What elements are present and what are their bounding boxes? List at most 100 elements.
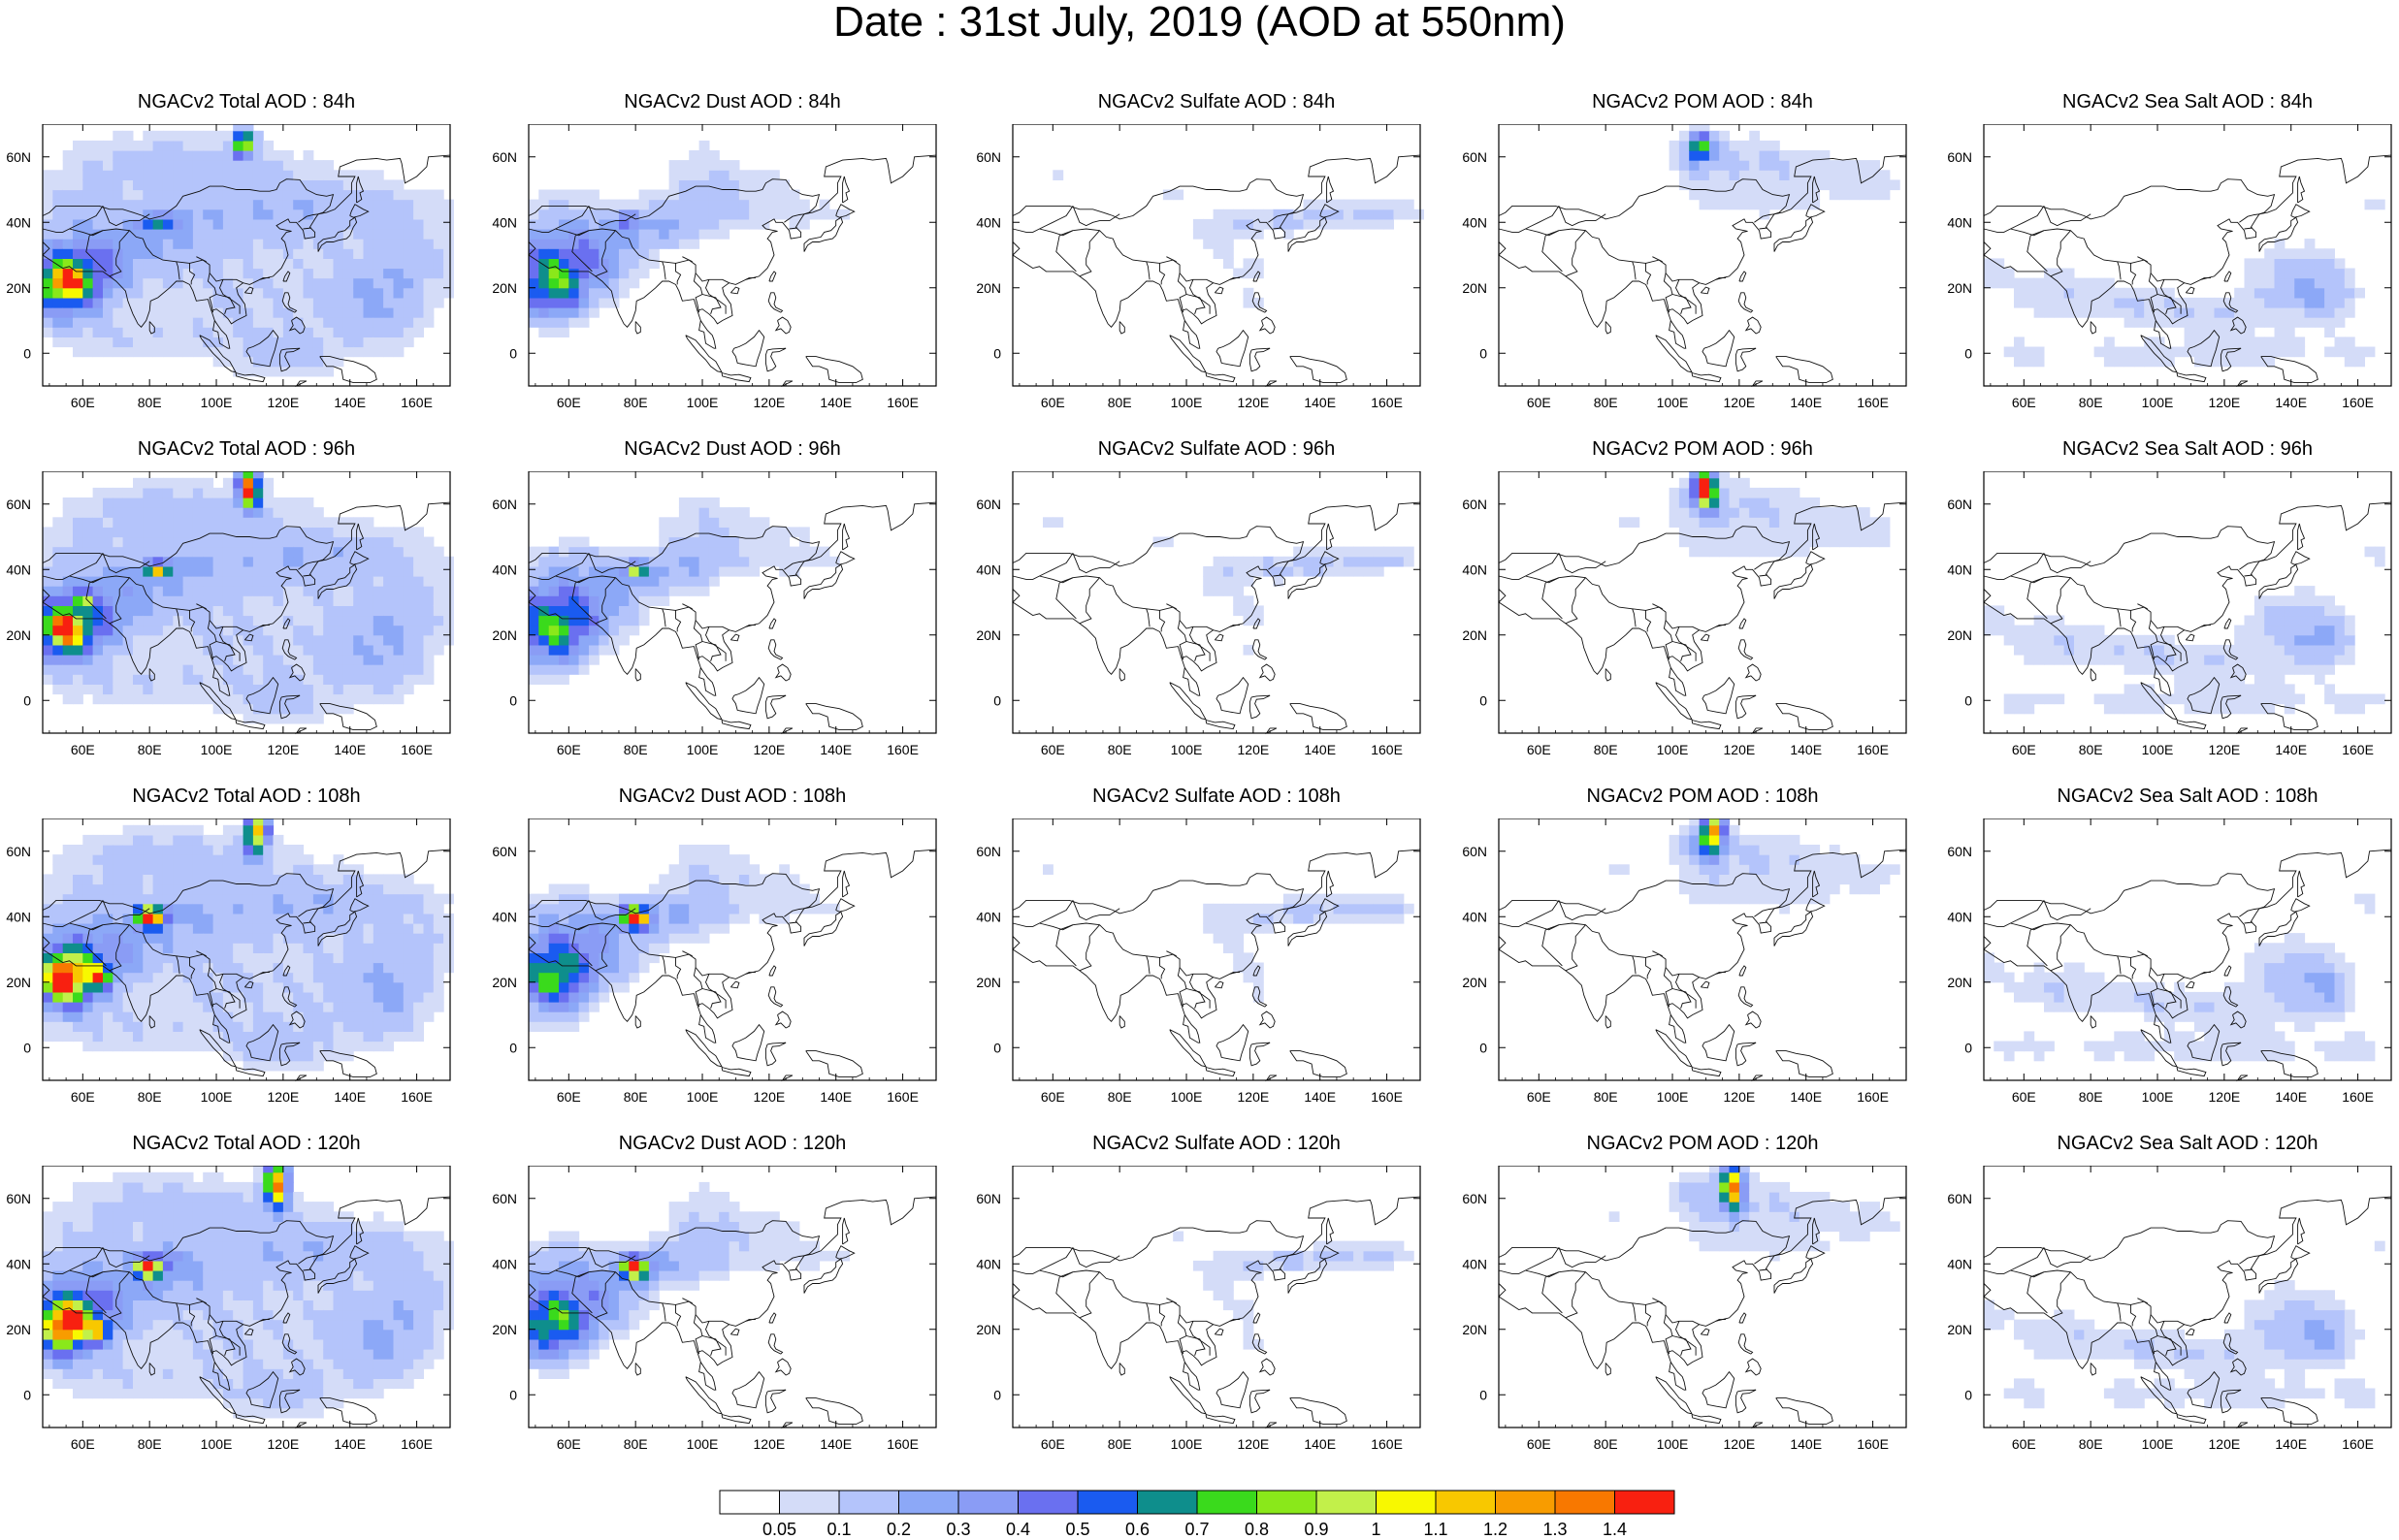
aod-cell — [233, 893, 244, 905]
lat-tick-label: 0 — [993, 345, 1001, 361]
aod-cell — [152, 248, 164, 259]
aod-cell — [222, 356, 234, 368]
aod-cell — [103, 297, 113, 308]
aod-cell — [2033, 346, 2045, 358]
aod-cell — [162, 874, 174, 885]
coastline — [2140, 335, 2178, 373]
aod-cell — [2294, 248, 2306, 259]
aod-cell — [303, 1031, 314, 1043]
aod-cell — [668, 586, 680, 596]
aod-cell — [263, 1031, 275, 1043]
aod-cell — [1233, 565, 1245, 577]
aod-cell — [413, 327, 424, 337]
aod-cell — [2123, 297, 2135, 308]
aod-cell — [689, 199, 700, 210]
aod-cell — [1243, 287, 1254, 299]
aod-cell — [92, 1011, 104, 1022]
aod-cell — [143, 327, 154, 337]
aod-cell — [182, 130, 194, 142]
lon-tick-label: 140E — [334, 1089, 366, 1105]
coastline — [729, 633, 740, 642]
aod-cell — [333, 346, 344, 358]
aod-cell — [233, 655, 244, 665]
aod-cell — [1273, 218, 1284, 230]
aod-cell — [312, 952, 324, 964]
aod-cell — [73, 150, 83, 161]
coastline — [282, 618, 291, 629]
aod-cell — [73, 497, 83, 508]
aod-cell — [1053, 517, 1064, 528]
aod-cell — [2304, 287, 2316, 299]
aod-cell — [62, 664, 74, 675]
aod-cell — [1749, 487, 1761, 498]
aod-cell — [182, 507, 194, 518]
aod-cell — [143, 248, 154, 259]
lat-tick-label: 40N — [1947, 214, 1972, 230]
aod-cell — [52, 913, 64, 924]
aod-cell — [333, 576, 344, 587]
aod-cell — [1689, 150, 1701, 161]
aod-cell — [353, 1021, 365, 1032]
aod-cell — [162, 1041, 174, 1052]
aod-cell — [293, 170, 305, 180]
lon-tick-label: 140E — [2275, 742, 2307, 757]
aod-cell — [1708, 160, 1720, 171]
aod-cell — [678, 199, 690, 210]
aod-cell — [2193, 693, 2205, 705]
aod-cell — [1719, 536, 1731, 548]
aod-cell — [143, 634, 154, 646]
coastline — [1805, 204, 1826, 218]
aod-cell — [263, 337, 275, 348]
aod-cell — [2334, 615, 2346, 626]
coastline — [235, 720, 266, 730]
aod-cell — [263, 497, 275, 508]
aod-cell — [2324, 248, 2335, 259]
aod-cell — [1222, 209, 1234, 220]
aod-cell — [62, 854, 74, 865]
aod-cell — [82, 903, 94, 914]
aod-cell — [312, 1041, 324, 1052]
aod-cell — [133, 297, 144, 308]
aod-cell — [252, 287, 264, 299]
aod-cell — [2304, 605, 2316, 617]
aod-cell — [333, 972, 344, 983]
aod-cell — [73, 576, 83, 587]
aod-cell — [192, 277, 204, 289]
aod-cell — [92, 189, 104, 201]
aod-cell — [192, 229, 204, 240]
aod-cell — [1708, 170, 1720, 180]
aod-cell — [1759, 487, 1770, 498]
aod-cell — [233, 933, 244, 944]
aod-cell — [52, 199, 64, 210]
aod-cell — [92, 972, 104, 983]
aod-cell — [403, 664, 414, 675]
aod-cell — [2114, 644, 2125, 656]
coastline — [189, 610, 196, 632]
aod-cell — [403, 952, 414, 964]
aod-cell — [678, 170, 690, 180]
aod-cell — [1708, 497, 1720, 508]
aod-cell — [52, 239, 64, 249]
aod-cell — [393, 209, 405, 220]
aod-cell — [62, 218, 74, 230]
aod-cell — [548, 923, 560, 934]
aod-cell — [548, 972, 560, 983]
aod-cell — [143, 527, 154, 538]
aod-cell — [393, 644, 405, 656]
aod-cell — [182, 644, 194, 656]
aod-cell — [559, 644, 569, 656]
aod-cell — [2344, 287, 2355, 299]
aod-cell — [122, 625, 134, 636]
aod-cell — [2214, 655, 2225, 665]
coastline — [1675, 279, 1697, 314]
aod-cell — [1313, 556, 1324, 567]
coastline — [697, 310, 717, 349]
aod-cell — [403, 287, 414, 299]
aod-cell — [2003, 703, 2015, 715]
aod-cell — [568, 565, 580, 577]
aod-cell — [263, 854, 275, 865]
aod-cell — [2154, 634, 2165, 646]
aod-cell — [708, 229, 720, 240]
aod-cell — [62, 684, 74, 695]
aod-cell — [2253, 664, 2265, 675]
